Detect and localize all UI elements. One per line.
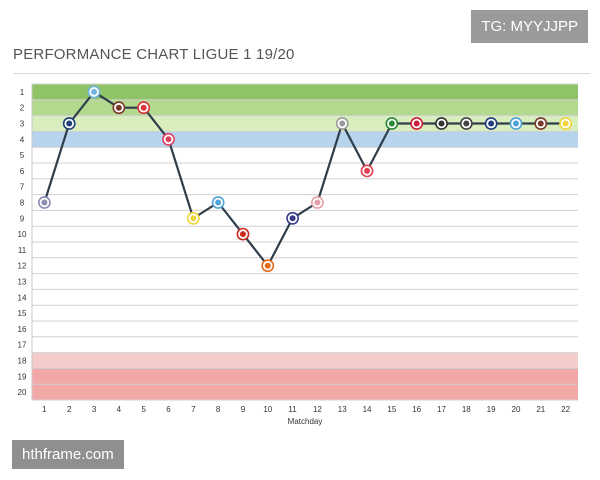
series-line	[43, 90, 566, 267]
club-badge-icon	[413, 120, 420, 127]
x-tick-label: 5	[141, 405, 146, 414]
x-tick-label: 19	[487, 405, 496, 414]
x-tick-label: 11	[288, 405, 297, 414]
club-badge-icon	[91, 88, 98, 95]
club-badge-icon	[41, 199, 48, 206]
y-tick-label: 16	[18, 325, 27, 334]
club-badge-icon	[364, 167, 371, 174]
club-badge-icon	[388, 120, 395, 127]
watermark-telegram: TG: MYYJJPP	[471, 10, 588, 43]
y-tick-label: 4	[20, 135, 25, 144]
x-tick-label: 10	[263, 405, 272, 414]
x-tick-label: 16	[412, 405, 421, 414]
y-tick-label: 20	[18, 388, 27, 397]
club-badge-icon	[463, 120, 470, 127]
x-tick-label: 13	[338, 405, 347, 414]
x-tick-label: 7	[191, 405, 196, 414]
chart-title: PERFORMANCE CHART LIGUE 1 19/20	[13, 46, 295, 63]
x-tick-label: 4	[117, 405, 122, 414]
y-tick-label: 7	[20, 183, 25, 192]
x-tick-label: 14	[363, 405, 372, 414]
club-badge-icon	[438, 120, 445, 127]
club-badge-icon	[562, 120, 569, 127]
y-tick-label: 1	[20, 88, 25, 97]
club-badge-icon	[215, 199, 222, 206]
x-tick-label: 9	[241, 405, 246, 414]
club-badge-icon	[239, 231, 246, 238]
x-tick-label: 8	[216, 405, 221, 414]
y-tick-label: 5	[20, 151, 25, 160]
club-badge-icon	[537, 120, 544, 127]
x-tick-label: 3	[92, 405, 97, 414]
position-band	[32, 84, 578, 100]
y-tick-label: 18	[18, 357, 27, 366]
x-tick-label: 1	[42, 405, 47, 414]
y-tick-label: 12	[18, 262, 27, 271]
y-tick-label: 9	[20, 214, 25, 223]
x-tick-label: 15	[387, 405, 396, 414]
x-axis-label: Matchday	[288, 417, 323, 426]
watermark-site: hthframe.com	[12, 440, 124, 469]
y-tick-label: 10	[18, 230, 27, 239]
club-badge-icon	[512, 120, 519, 127]
x-tick-label: 20	[512, 405, 521, 414]
club-badge-icon	[140, 104, 147, 111]
y-tick-label: 17	[18, 341, 27, 350]
x-tick-label: 12	[313, 405, 322, 414]
position-band	[32, 99, 578, 116]
club-badge-icon	[314, 199, 321, 206]
club-badge-icon	[339, 120, 346, 127]
x-tick-label: 2	[67, 405, 72, 414]
title-divider	[13, 73, 590, 74]
y-tick-label: 3	[20, 120, 25, 129]
y-tick-label: 6	[20, 167, 25, 176]
y-tick-label: 2	[20, 104, 25, 113]
x-tick-label: 17	[437, 405, 446, 414]
position-band	[32, 352, 578, 369]
club-badge-icon	[488, 120, 495, 127]
club-badge-icon	[66, 120, 73, 127]
club-badge-icon	[115, 104, 122, 111]
x-tick-label: 6	[166, 405, 171, 414]
club-badge-icon	[165, 136, 172, 143]
y-tick-label: 8	[20, 199, 25, 208]
position-band	[32, 131, 578, 148]
x-tick-label: 18	[462, 405, 471, 414]
club-badge-icon	[264, 262, 271, 269]
x-tick-label: 22	[561, 405, 570, 414]
club-badge-icon	[190, 215, 197, 222]
y-tick-label: 14	[18, 293, 27, 302]
x-tick-label: 21	[536, 405, 545, 414]
y-tick-label: 13	[18, 278, 27, 287]
y-tick-label: 11	[18, 246, 27, 255]
y-tick-label: 19	[18, 372, 27, 381]
club-badge-icon	[289, 215, 296, 222]
y-tick-label: 15	[18, 309, 27, 318]
